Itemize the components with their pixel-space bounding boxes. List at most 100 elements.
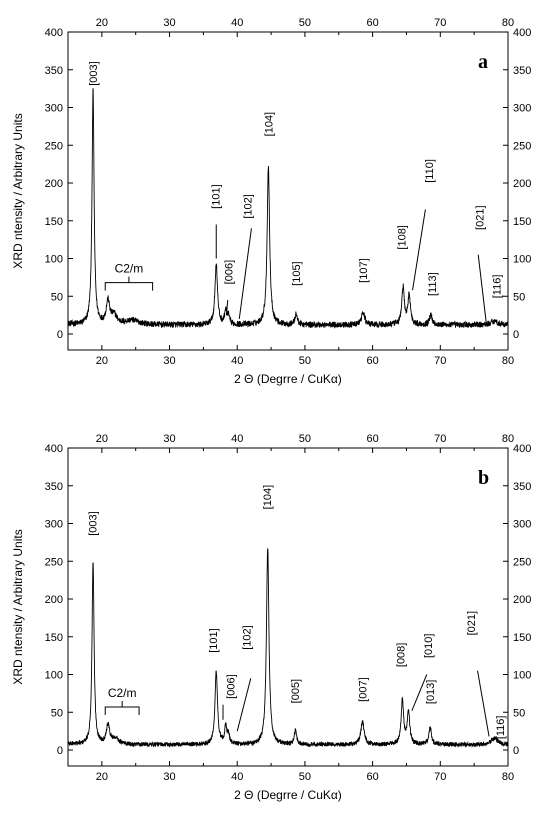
x-tick-label-top: 50 [299,433,311,445]
plot-frame [67,447,509,767]
y-tick-label: 200 [45,178,63,190]
leader-line [477,670,490,737]
x-tick-label: 70 [434,771,446,783]
peak-label: [008] [395,643,407,667]
y-tick-label-right: 300 [513,519,531,531]
x-axis-title: 2 Θ (Degrre / CuKα) [234,372,342,386]
c2m-label: C2/m [108,686,137,700]
y-tick-label-right: 400 [513,27,531,39]
y-tick-label: 250 [45,140,63,152]
x-tick-label-top: 50 [299,17,311,29]
y-tick-label: 150 [45,216,63,228]
y-tick-label-right: 150 [513,632,531,644]
y-tick-label: 50 [51,291,63,303]
y-axis-title: XRD ntensity / Arbitrary Units [11,113,25,268]
peak-label: [006] [223,260,235,284]
y-tick-label: 400 [45,443,63,455]
y-tick-label-right: 300 [513,103,531,115]
peak-label: [102] [242,194,254,218]
x-tick-label: 60 [366,355,378,367]
y-tick-label-right: 0 [513,329,519,341]
x-tick-label-top: 30 [163,433,175,445]
peak-label: [102] [242,625,254,649]
y-axis-title: XRD ntensity / Arbitrary Units [11,529,25,684]
x-tick-label-top: 20 [96,433,108,445]
x-tick-label: 80 [502,355,514,367]
y-tick-label-right: 150 [513,216,531,228]
chart-panel-a: 20 20 30 30 40 40 50 50 60 60 70 70 80 80 0 0 50 50 100 100… [11,17,531,386]
y-tick-label: 150 [45,632,63,644]
y-tick-label-right: 50 [513,291,525,303]
y-tick-label-right: 400 [513,443,531,455]
c2m-label: C2/m [115,262,144,276]
x-tick-label: 20 [96,771,108,783]
peak-label: [110] [424,159,436,183]
peak-label: [101] [208,628,220,652]
c2m-bracket [104,282,154,291]
y-tick-label: 50 [51,707,63,719]
y-tick-label-right: 100 [513,670,531,682]
leader-line [225,299,229,316]
c2m-bracket [104,706,140,715]
x-tick-label: 80 [502,771,514,783]
y-tick-label: 100 [45,254,63,266]
x-tick-label: 70 [434,355,446,367]
x-tick-label-top: 70 [434,433,446,445]
peak-label: [107] [358,258,370,282]
peak-label: [104] [262,485,274,509]
y-tick-label-right: 350 [513,65,531,77]
x-tick-label: 40 [231,771,243,783]
x-tick-label-top: 40 [231,433,243,445]
x-tick-label-top: 30 [163,17,175,29]
y-tick-label: 0 [57,745,63,757]
x-axis-title: 2 Θ (Degrre / CuKα) [234,788,342,802]
x-tick-label-top: 80 [502,433,514,445]
y-tick-label-right: 350 [513,481,531,493]
y-tick-label-right: 100 [513,254,531,266]
y-tick-label-right: 200 [513,178,531,190]
peak-label: [116] [495,716,507,740]
y-tick-label: 250 [45,556,63,568]
panel-letter: a [478,51,488,73]
peak-label: [021] [475,205,487,229]
leader-line [236,678,252,732]
y-tick-label: 100 [45,670,63,682]
x-tick-label-top: 40 [231,17,243,29]
peak-label: [010] [423,634,435,658]
leader-line [477,254,487,324]
y-tick-label-right: 200 [513,594,531,606]
xrd-spectrum-line [67,88,509,329]
peak-label: [007] [357,677,369,701]
peak-label: [006] [225,674,237,698]
panel-letter: b [478,467,489,489]
leader-line [412,209,426,291]
x-tick-label: 50 [299,771,311,783]
y-tick-label: 350 [45,481,63,493]
x-tick-label: 30 [163,355,175,367]
xrd-spectrum-line [67,548,509,748]
peak-label: [105] [291,261,303,285]
x-tick-label-top: 20 [96,17,108,29]
x-tick-label: 50 [299,355,311,367]
y-tick-label-right: 250 [513,140,531,152]
peak-label: [013] [425,680,437,704]
x-tick-label-top: 70 [434,17,446,29]
peak-label: [003] [87,511,99,535]
leader-line [238,228,252,319]
y-tick-label: 400 [45,27,63,39]
peak-label: [104] [263,112,275,136]
peak-label: [005] [290,679,302,703]
y-tick-label: 350 [45,65,63,77]
x-tick-label-top: 80 [502,17,514,29]
peak-label: [116] [491,275,503,299]
peak-label: [003] [88,61,100,85]
y-tick-label: 0 [57,329,63,341]
peak-label: [113] [427,272,439,296]
y-tick-label: 200 [45,594,63,606]
x-tick-label-top: 60 [366,17,378,29]
x-tick-label: 40 [231,355,243,367]
y-tick-label-right: 0 [513,745,519,757]
y-tick-label-right: 250 [513,556,531,568]
leader-line [411,674,428,711]
